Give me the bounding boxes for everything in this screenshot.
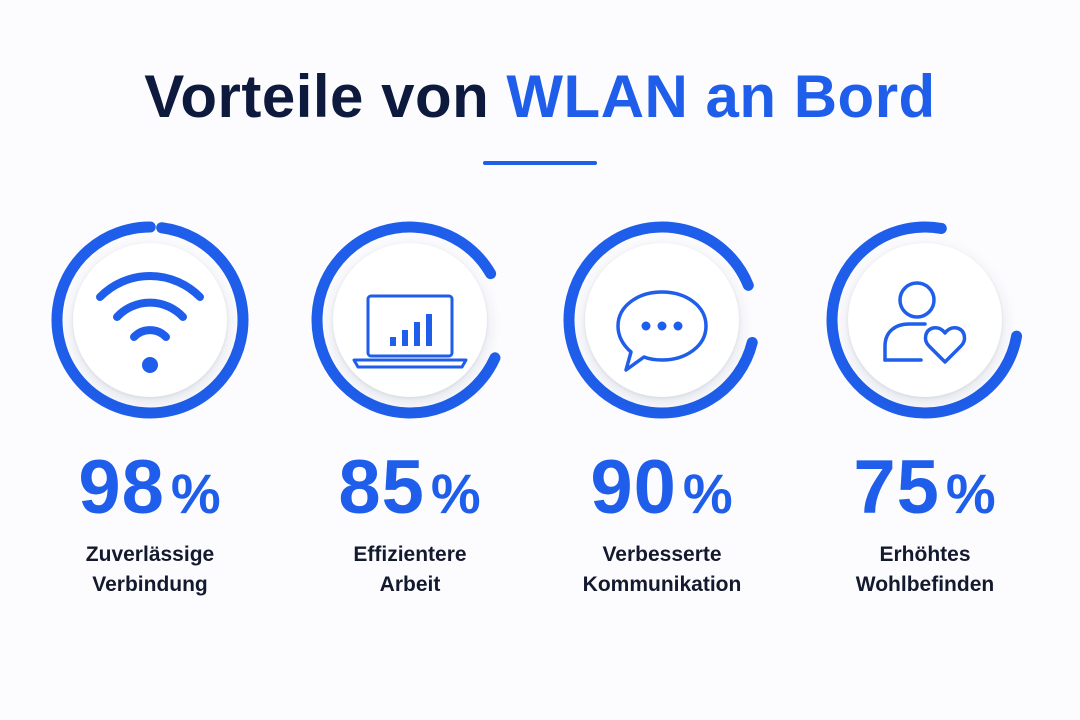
laptop-chart-icon <box>352 294 468 369</box>
stat-value: 98% <box>30 450 270 526</box>
stat-value: 75% <box>805 450 1045 526</box>
stat-label-line: Kommunikation <box>582 573 742 596</box>
stat-label-line: Verbindung <box>92 573 208 596</box>
title-prefix: Vorteile von <box>144 63 490 130</box>
stat-label-line: Effizientere <box>353 543 467 566</box>
icon-circle <box>848 243 1002 397</box>
stat-value: 90% <box>542 450 782 526</box>
progress-ring-svg <box>563 221 761 419</box>
stat-number: 75 <box>853 445 940 530</box>
stat-label-line: Zuverlässige <box>85 543 215 566</box>
stat-unit: % <box>430 462 482 525</box>
progress-ring <box>310 220 510 420</box>
user-heart-icon <box>883 281 967 364</box>
progress-ring <box>825 220 1025 420</box>
progress-arc <box>826 221 1024 419</box>
stat-unit: % <box>170 462 222 525</box>
stat-label-line: Verbesserte <box>602 543 722 566</box>
progress-arc <box>311 221 509 419</box>
stat-label: Erhöhtes Wohlbefinden <box>805 540 1045 600</box>
icon-circle <box>585 243 739 397</box>
chat-bubble-icon <box>616 290 708 372</box>
title-underline <box>483 161 597 165</box>
page-title: Vorteile von WLAN an Bord <box>0 62 1080 131</box>
progress-ring <box>562 220 762 420</box>
stat-card: 98% Zuverlässige Verbindung <box>30 210 270 630</box>
stat-number: 85 <box>338 445 425 530</box>
progress-ring-svg <box>311 221 509 419</box>
stat-value: 85% <box>290 450 530 526</box>
stat-card: 75% Erhöhtes Wohlbefinden <box>805 210 1045 630</box>
stat-label: Verbesserte Kommunikation <box>542 540 782 600</box>
stat-label: Zuverlässige Verbindung <box>30 540 270 600</box>
stat-unit: % <box>682 462 734 525</box>
stat-number: 90 <box>590 445 677 530</box>
stat-label: Effizientere Arbeit <box>290 540 530 600</box>
stat-card: 85% Effizientere Arbeit <box>290 210 530 630</box>
progress-ring-svg <box>826 221 1024 419</box>
progress-arc <box>51 221 249 419</box>
stat-unit: % <box>945 462 997 525</box>
stat-label-line: Erhöhtes <box>879 543 971 566</box>
stat-label-line: Wohlbefinden <box>855 573 995 596</box>
progress-ring-svg <box>51 221 249 419</box>
stat-card: 90% Verbesserte Kommunikation <box>542 210 782 630</box>
title-highlight: WLAN an Bord <box>506 63 936 130</box>
progress-ring <box>50 220 250 420</box>
wifi-icon <box>96 271 204 373</box>
icon-circle <box>333 243 487 397</box>
stat-number: 98 <box>78 445 165 530</box>
progress-arc <box>563 221 761 419</box>
stat-label-line: Arbeit <box>379 573 441 596</box>
